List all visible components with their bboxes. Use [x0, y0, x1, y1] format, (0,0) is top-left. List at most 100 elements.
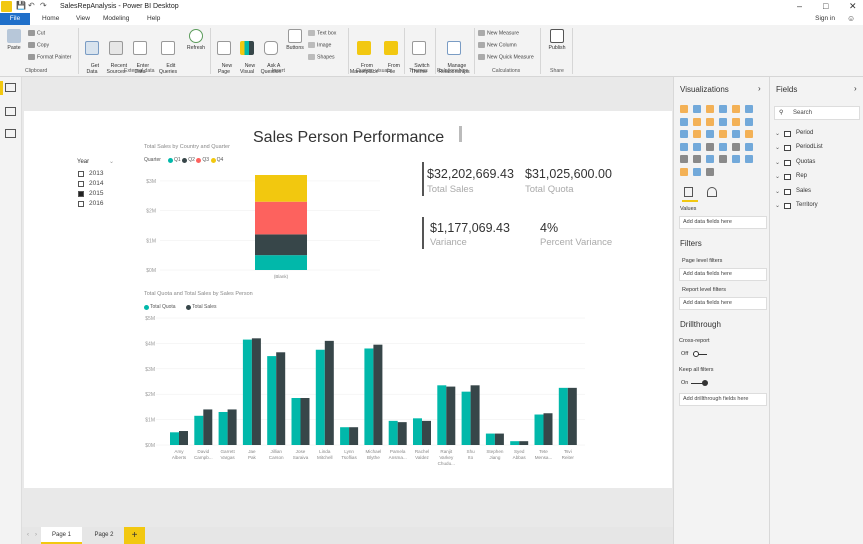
bar-segment-q2[interactable] — [255, 234, 307, 256]
clustered-column-visual-icon[interactable] — [719, 105, 727, 113]
tab-help[interactable]: Help — [147, 15, 161, 22]
line-clustered-visual-icon[interactable] — [732, 117, 740, 126]
save-icon[interactable]: 💾 — [16, 1, 26, 10]
table-visual-icon[interactable] — [693, 155, 701, 164]
drillthrough-drop-zone[interactable]: Add drillthrough fields here — [679, 393, 767, 406]
bar-total-quota[interactable] — [437, 385, 447, 445]
bar-total-quota[interactable] — [485, 433, 495, 445]
keep-filters-toggle-knob[interactable] — [702, 380, 708, 386]
100-bar-visual-icon[interactable] — [732, 105, 740, 113]
expand-chevron-icon[interactable]: ⌄ — [775, 188, 781, 195]
manage-relationships-button[interactable]: Manage Relationships — [436, 29, 472, 81]
switch-theme-button[interactable]: Switch Theme — [406, 29, 432, 81]
donut-visual-icon[interactable] — [719, 130, 727, 139]
stacked-area-visual-icon[interactable] — [706, 117, 714, 126]
paste-button[interactable]: Paste — [4, 29, 24, 51]
publish-button[interactable]: Publish — [545, 29, 569, 51]
kpi-visual-icon[interactable] — [745, 142, 753, 151]
field-table-item[interactable]: Period — [796, 130, 814, 136]
bar-total-quota[interactable] — [364, 348, 374, 445]
bar-total-sales[interactable] — [227, 409, 237, 445]
chevron-down-icon[interactable]: ⌄ — [109, 159, 115, 165]
tab-modeling[interactable]: Modeling — [103, 15, 130, 22]
close-button[interactable]: ✕ — [849, 1, 857, 11]
data-view-icon[interactable] — [5, 107, 16, 116]
refresh-button[interactable]: Refresh — [185, 29, 207, 51]
recent-sources-button[interactable]: Recent Sources — [104, 29, 128, 81]
new-quick-measure-button[interactable]: New Quick Measure — [478, 54, 534, 60]
scatter-visual-icon[interactable] — [693, 130, 701, 139]
multi-row-card-visual-icon[interactable] — [719, 142, 727, 151]
new-column-button[interactable]: New Column — [478, 42, 517, 48]
copy-button[interactable]: Copy — [28, 42, 49, 48]
new-visual-button[interactable]: New Visual — [237, 29, 257, 81]
slicer-visual-icon[interactable] — [680, 155, 688, 164]
cut-button[interactable]: Cut — [28, 30, 45, 36]
text-box-button[interactable]: Text box — [308, 30, 336, 36]
values-drop-zone[interactable]: Add data fields here — [679, 216, 767, 229]
area-visual-icon[interactable] — [693, 117, 701, 126]
slicer-checkbox[interactable] — [78, 201, 84, 207]
bar-total-quota[interactable] — [218, 411, 228, 445]
slicer-checkbox[interactable] — [78, 191, 84, 197]
bar-total-sales[interactable] — [494, 433, 504, 445]
bar-total-sales[interactable] — [422, 420, 431, 445]
bar-total-quota[interactable] — [413, 418, 422, 445]
slicer-checkbox[interactable] — [78, 171, 84, 177]
ribbon-visual-icon[interactable] — [745, 117, 753, 126]
treemap-visual-icon[interactable] — [732, 130, 740, 139]
card-visual-icon[interactable] — [732, 142, 740, 151]
clustered-bar-visual-icon[interactable] — [706, 105, 714, 113]
filled-map-visual-icon[interactable] — [680, 142, 688, 151]
gauge-visual-icon[interactable] — [706, 142, 714, 151]
field-table-item[interactable]: Territory — [796, 202, 818, 208]
globe-visual-icon[interactable] — [693, 168, 701, 176]
expand-chevron-icon[interactable]: ⌄ — [775, 174, 781, 181]
minimize-button[interactable]: – — [797, 1, 803, 11]
ask-question-button[interactable]: Ask A Question — [259, 29, 283, 81]
bar-total-quota[interactable] — [461, 391, 471, 445]
bar-total-quota[interactable] — [510, 441, 520, 445]
file-tab[interactable]: File — [0, 13, 30, 25]
bar-total-quota[interactable] — [558, 387, 568, 445]
r-script-visual-icon[interactable] — [719, 155, 727, 164]
field-table-item[interactable]: Rep — [796, 173, 808, 180]
bar-total-sales[interactable] — [276, 352, 286, 445]
more-visual-icon[interactable] — [706, 168, 714, 176]
bar-total-sales[interactable] — [543, 413, 553, 445]
matrix-visual-icon[interactable] — [706, 155, 714, 164]
bar-total-sales[interactable] — [519, 441, 529, 445]
image-button[interactable]: Image — [308, 42, 331, 48]
bar-total-sales[interactable] — [251, 338, 261, 445]
bar-total-quota[interactable] — [291, 398, 301, 445]
bar-total-quota[interactable] — [315, 349, 325, 445]
from-file-button[interactable]: From File — [381, 29, 401, 81]
bar-segment-q3[interactable] — [255, 201, 307, 235]
cross-report-toggle[interactable] — [693, 354, 707, 355]
bar-total-sales[interactable] — [179, 431, 188, 445]
bar-total-sales[interactable] — [397, 422, 407, 445]
line-visual-icon[interactable] — [680, 117, 688, 126]
new-measure-button[interactable]: New Measure — [478, 30, 519, 36]
bar-segment-q1[interactable] — [255, 255, 307, 270]
expand-chevron-icon[interactable]: ⌄ — [775, 159, 781, 166]
chart1-stacked-bar[interactable]: $0M $1M $2M $3M (Blank) — [140, 170, 390, 282]
cross-report-toggle-knob[interactable] — [693, 351, 699, 357]
report-filters-drop-zone[interactable]: Add data fields here — [679, 297, 767, 310]
expand-chevron-icon[interactable]: ⌄ — [775, 145, 781, 152]
fields-well-icon[interactable] — [684, 187, 693, 197]
model-view-icon[interactable] — [5, 129, 16, 138]
collapse-chevron-icon[interactable]: › — [758, 84, 761, 93]
100-column-visual-icon[interactable] — [745, 105, 753, 113]
sign-in-link[interactable]: Sign in — [815, 15, 835, 22]
page-filters-drop-zone[interactable]: Add data fields here — [679, 268, 767, 281]
tab-view[interactable]: View — [76, 15, 90, 22]
key-influencers-visual-icon[interactable] — [680, 168, 688, 176]
bar-total-quota[interactable] — [242, 339, 252, 445]
prev-page-icon[interactable]: ‹ — [27, 532, 29, 538]
bar-total-quota[interactable] — [340, 427, 350, 445]
tab-home[interactable]: Home — [42, 15, 60, 22]
get-data-button[interactable]: Get Data — [82, 29, 102, 81]
undo-icon[interactable]: ↶ — [28, 1, 35, 10]
